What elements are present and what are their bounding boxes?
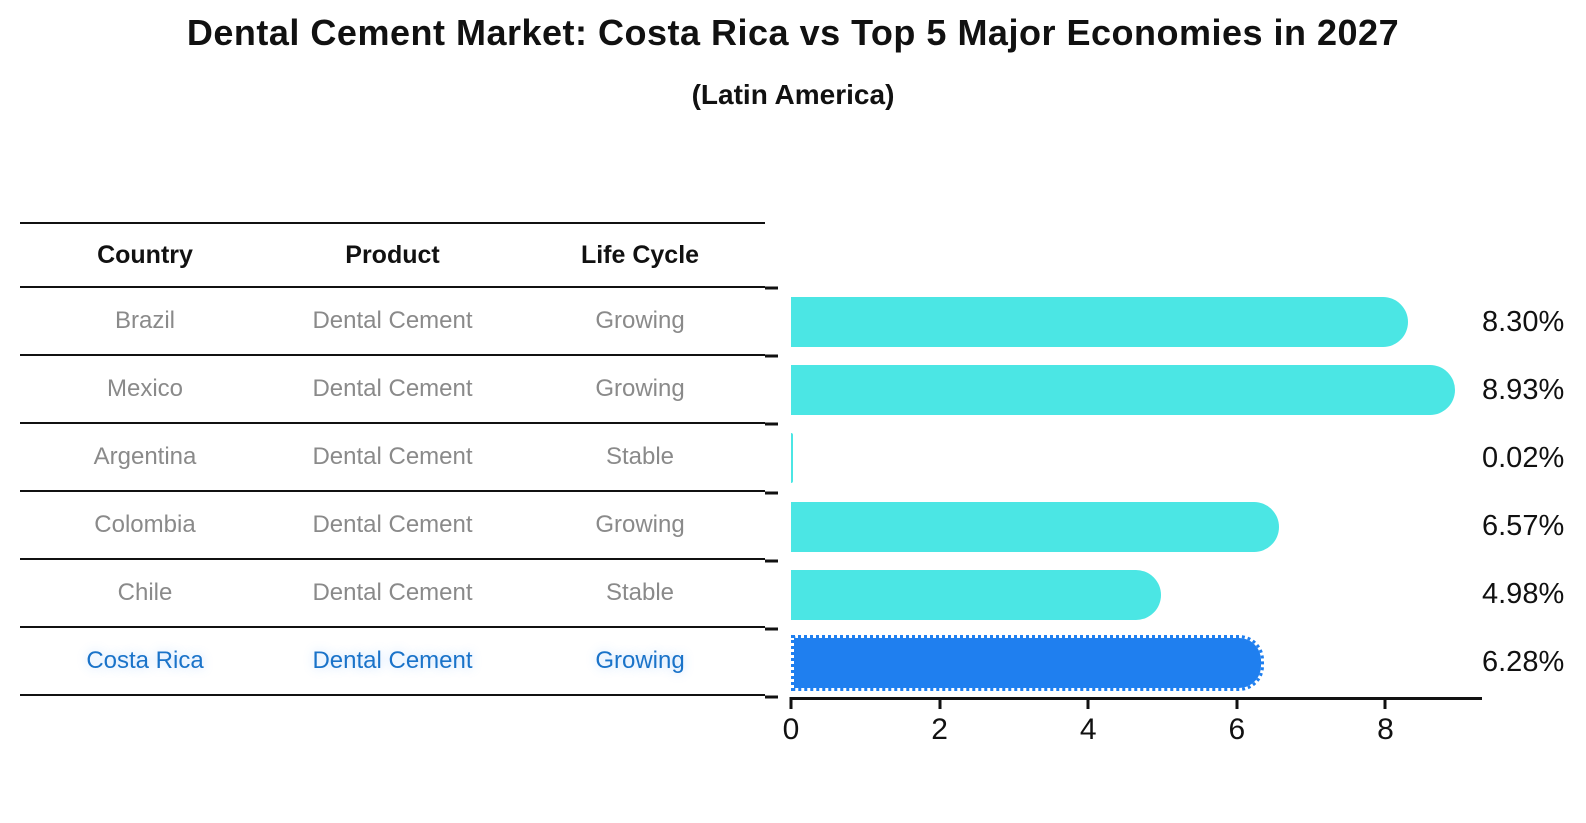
- product-cell: Dental Cement: [312, 307, 473, 334]
- bar-colombia: [791, 501, 1280, 552]
- product-cell: Dental Cement: [312, 375, 473, 402]
- product-cell: Dental Cement: [312, 647, 473, 674]
- y-axis-tick: [765, 422, 778, 426]
- bar-row-colombia: [791, 492, 1482, 560]
- y-axis-tick: [765, 491, 778, 494]
- bar-row-costa-rica: [791, 629, 1482, 697]
- bar-chile: [791, 569, 1162, 620]
- product-cell: Dental Cement: [312, 511, 473, 538]
- y-axis-tick: [765, 286, 778, 290]
- life-cycle-cell: Stable: [605, 579, 675, 606]
- bar-costa-rica-highlighted: [791, 634, 1264, 691]
- x-axis-tick-label: 8: [1377, 713, 1394, 746]
- table-row-costa-rica: Costa Rica Dental Cement Growing: [20, 628, 765, 696]
- value-label-mexico: 8.93%: [1482, 373, 1565, 406]
- y-axis-tick: [765, 627, 778, 631]
- x-axis-tick-label: 4: [1079, 713, 1097, 746]
- bar-brazil: [791, 297, 1408, 348]
- country-cell: Chile: [117, 579, 173, 606]
- value-label-column: 8.30% 8.93% 0.02% 6.57% 4.98% 6.28%: [1482, 288, 1584, 697]
- bar-row-chile: [791, 561, 1482, 629]
- country-table: Country Product Life Cycle Brazil Dental…: [20, 222, 765, 696]
- country-cell: Brazil: [114, 307, 175, 334]
- country-cell: Costa Rica: [86, 647, 204, 674]
- x-axis-tick-label: 6: [1228, 713, 1246, 746]
- x-axis-tick: [1086, 697, 1090, 709]
- bar-mexico: [791, 365, 1455, 416]
- y-axis-tick: [765, 559, 778, 563]
- x-axis-tick: [1383, 697, 1387, 709]
- table-row-colombia: Colombia Dental Cement Growing: [20, 492, 765, 560]
- column-header-country: Country: [97, 240, 193, 269]
- bar-chart-plot: 0 2 4 6 8: [765, 286, 1482, 746]
- value-label-argentina: 0.02%: [1482, 441, 1565, 474]
- life-cycle-cell: Growing: [595, 511, 685, 538]
- product-cell: Dental Cement: [312, 443, 473, 470]
- page-title: Dental Cement Market: Costa Rica vs Top …: [186, 12, 1400, 53]
- table-row-chile: Chile Dental Cement Stable: [20, 560, 765, 628]
- value-label-costa-rica: 6.28%: [1482, 646, 1565, 679]
- country-cell: Mexico: [106, 375, 184, 402]
- country-cell: Colombia: [94, 511, 196, 538]
- x-axis-tick: [789, 697, 793, 709]
- column-header-product: Product: [345, 240, 440, 269]
- table-row-argentina: Argentina Dental Cement Stable: [20, 424, 765, 492]
- table-row-brazil: Brazil Dental Cement Growing: [20, 288, 765, 356]
- country-cell: Argentina: [93, 443, 197, 470]
- value-label-colombia: 6.57%: [1482, 510, 1565, 543]
- y-axis-tick: [765, 695, 778, 699]
- bar-argentina: [791, 433, 793, 484]
- column-header-life-cycle: Life Cycle: [580, 240, 700, 269]
- life-cycle-cell: Growing: [595, 375, 685, 402]
- bar-row-argentina: [791, 424, 1482, 492]
- page-subtitle: (Latin America): [691, 79, 895, 110]
- x-axis-tick: [1235, 697, 1239, 709]
- value-label-brazil: 8.30%: [1482, 305, 1565, 338]
- life-cycle-cell: Stable: [605, 443, 675, 470]
- table-row-mexico: Mexico Dental Cement Growing: [20, 356, 765, 424]
- value-label-chile: 4.98%: [1482, 578, 1565, 611]
- y-axis-tick: [765, 354, 778, 358]
- life-cycle-cell: Growing: [595, 307, 685, 334]
- x-axis-tick-label: 0: [782, 713, 800, 746]
- table-header-row: Country Product Life Cycle: [20, 222, 765, 288]
- life-cycle-cell: Growing: [595, 647, 685, 674]
- bar-row-brazil: [791, 288, 1482, 356]
- x-axis-tick: [938, 697, 942, 709]
- product-cell: Dental Cement: [312, 579, 473, 606]
- bar-row-mexico: [791, 356, 1482, 424]
- x-axis-tick-label: 2: [931, 713, 948, 746]
